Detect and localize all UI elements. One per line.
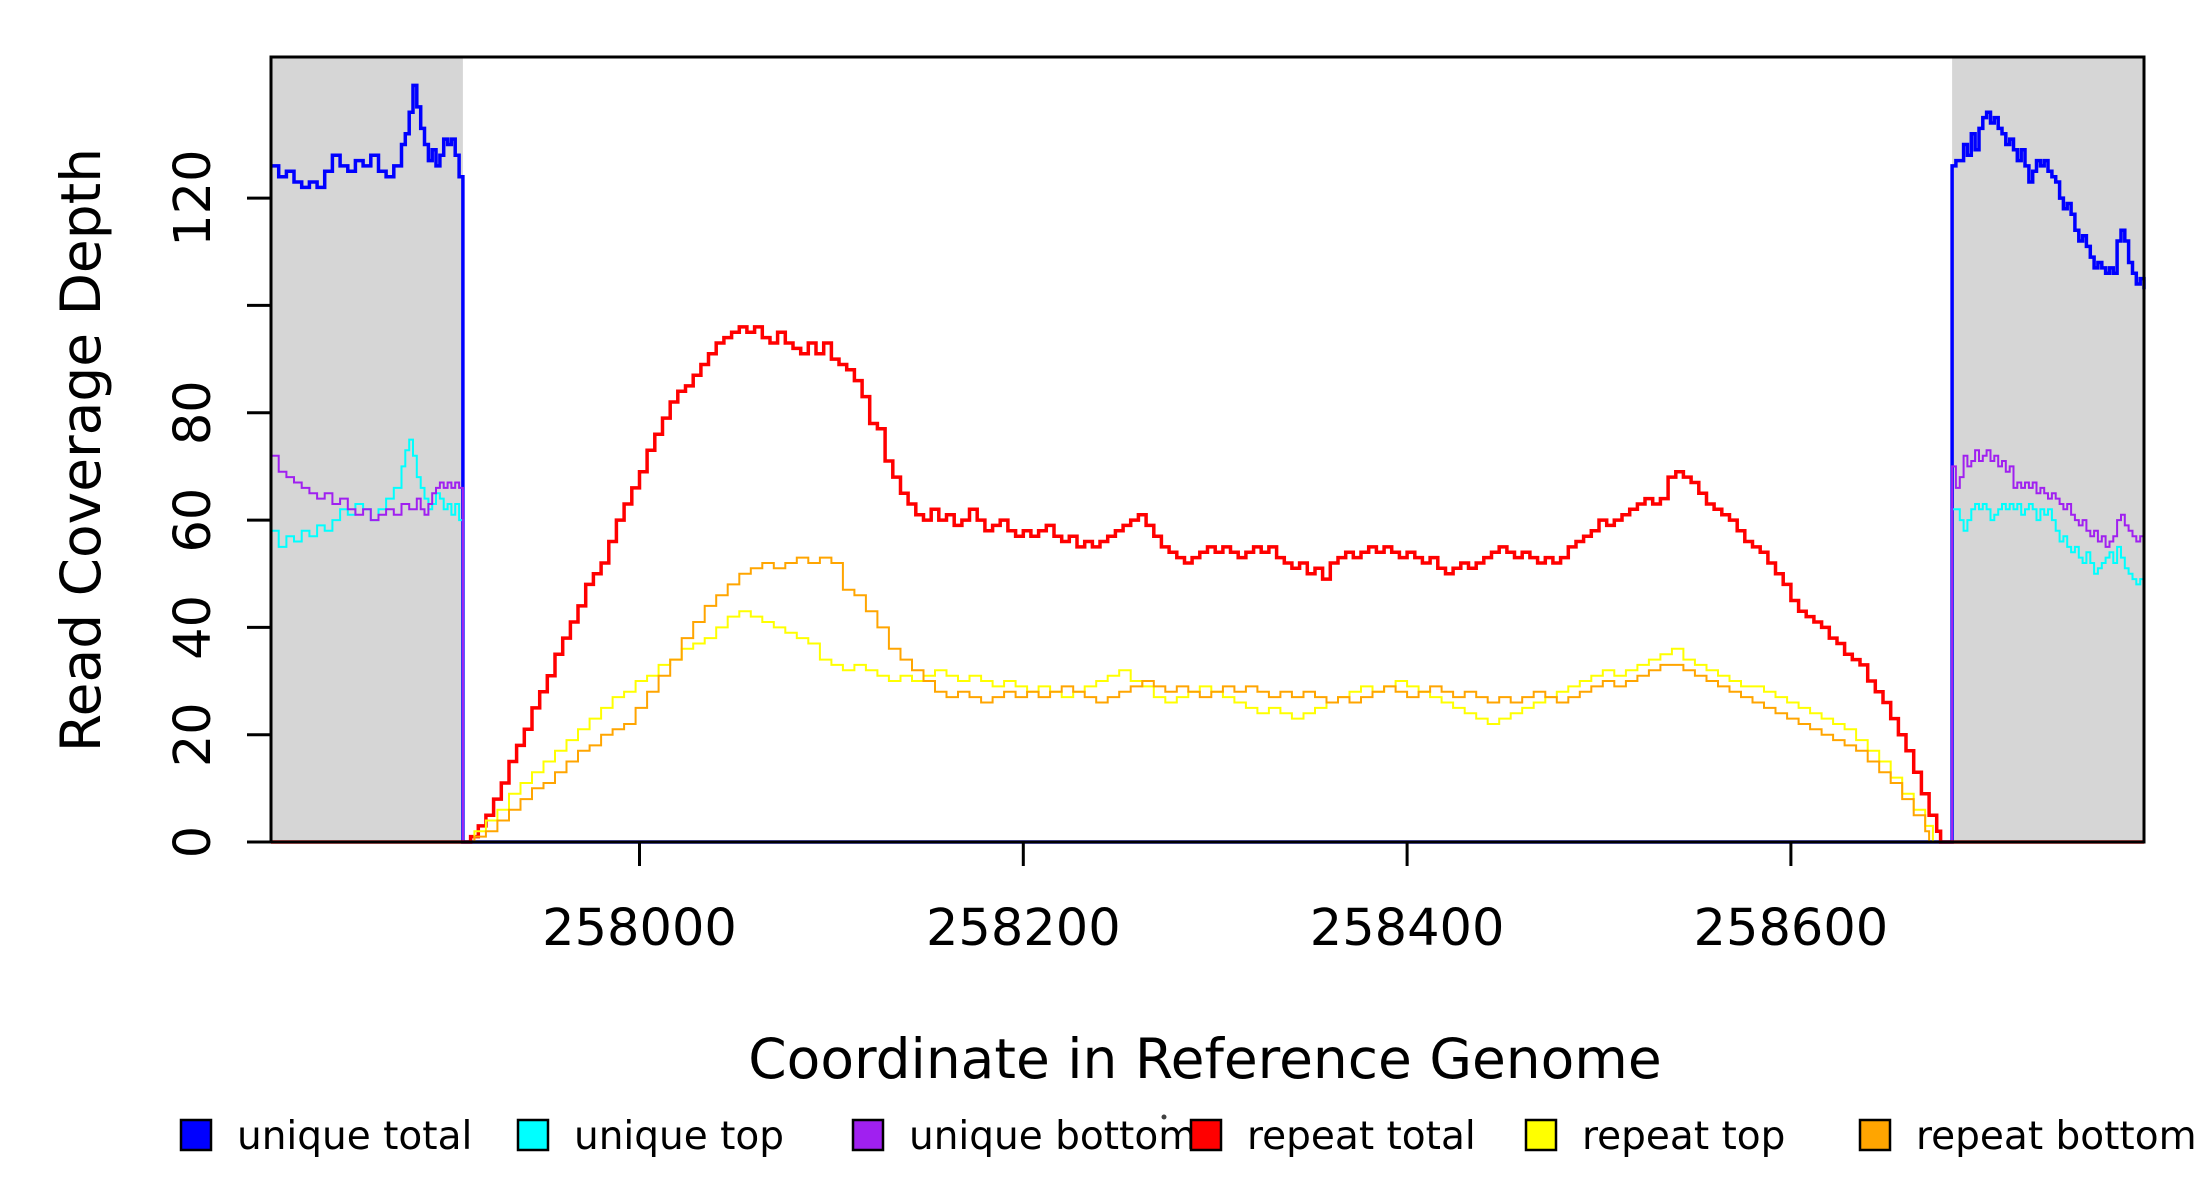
x-axis-tick-label: 258000 [542,899,737,958]
x-axis-title: Coordinate in Reference Genome [748,1027,1661,1091]
x-axis-tick-label: 258200 [926,899,1121,958]
series-unique-total-line [271,83,2146,844]
y-axis-tick-label: 0 [164,826,223,858]
series-repeat-bottom-line [271,556,2144,843]
legend-item-repeat-bottom: repeat bottom [1858,1114,2197,1159]
legend-swatch-icon [179,1118,213,1152]
series-lines [271,83,2146,844]
legend-item-label: repeat bottom [1916,1114,2197,1159]
shaded-flank-regions [271,57,2144,842]
legend-swatch-icon [1858,1118,1892,1152]
legend-item-label: repeat total [1247,1114,1476,1159]
legend-swatch-icon [851,1118,885,1152]
legend-item-label: unique top [574,1114,784,1159]
legend-item-unique-top: unique top [516,1114,784,1159]
legend-item-unique-total: unique total [179,1114,472,1159]
shaded-region-right-flank [1952,57,2144,842]
plot-border [269,55,2146,844]
legend-item-label: unique total [237,1114,472,1159]
legend-item-unique-bottom: unique bottom [851,1114,1196,1159]
shaded-region-left-flank [271,57,463,842]
y-axis-tick-label: 120 [164,149,223,246]
x-axis-tick-label: 258600 [1694,899,1889,958]
x-axis-tick-label: 258400 [1310,899,1505,958]
legend-swatch-icon [1189,1118,1223,1152]
legend-item-label: unique bottom [909,1114,1196,1159]
series-repeat-total-line [271,325,2144,844]
y-axis-title: Read Coverage Depth [49,148,113,752]
series-unique-top-line [271,438,2145,843]
series-repeat-top-line [271,610,2144,843]
y-axis-tick-label: 80 [164,380,223,445]
y-axis-tick-label: 20 [164,702,223,767]
legend-item-repeat-top: repeat top [1524,1114,1785,1159]
y-axis-tick-label: 60 [164,488,223,553]
legend-item-repeat-total: repeat total [1189,1114,1476,1159]
series-unique-bottom-line [271,449,2144,843]
plot-legend: unique total unique top unique bottom repea… [179,1114,2197,1159]
plot-frame-and-axes: 258000 258200 258400 258600 0 20 40 60 80 120 [164,55,2146,1120]
legend-swatch-icon [1524,1118,1558,1152]
y-axis-tick-label: 40 [164,595,223,660]
legend-item-label: repeat top [1582,1114,1785,1159]
legend-swatch-icon [516,1118,550,1152]
stray-point-dot [1161,1114,1167,1120]
